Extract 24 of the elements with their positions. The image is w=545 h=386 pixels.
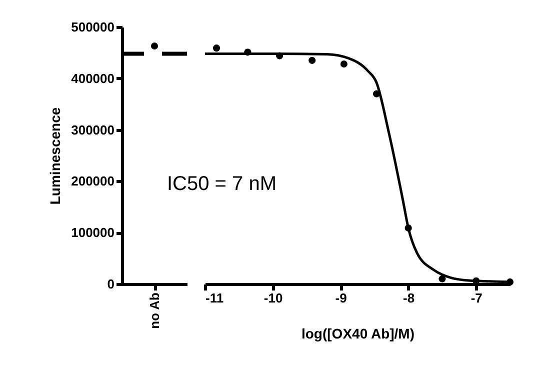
y-tick-label: 400000 [71,70,114,86]
point [244,48,252,56]
point [340,60,348,68]
x-tick-label: -7 [470,290,482,306]
annotation: IC50 = 7 nM [167,173,277,195]
y-tick-label: 100000 [71,225,114,240]
point [506,278,514,286]
x-tick-label: no Ab [147,292,162,329]
y-tick-label: 300000 [71,122,114,138]
y-tick-label: 200000 [71,174,114,189]
x-axis-title: log([OX40 Ab]/M) [301,326,415,342]
point [276,52,284,60]
y-tick-label: 500000 [71,20,114,34]
y-tick-label: 0 [107,276,114,292]
point [308,56,316,64]
point [372,90,380,98]
x-tick-label: -9 [335,290,347,306]
x-tick-label: -10 [264,290,283,306]
point [438,275,446,282]
x-tick-label: -11 [206,290,224,306]
point [212,44,220,52]
y-axis-title: Luminescence [47,107,64,205]
point [404,224,412,232]
x-tick-label: -8 [403,290,415,306]
